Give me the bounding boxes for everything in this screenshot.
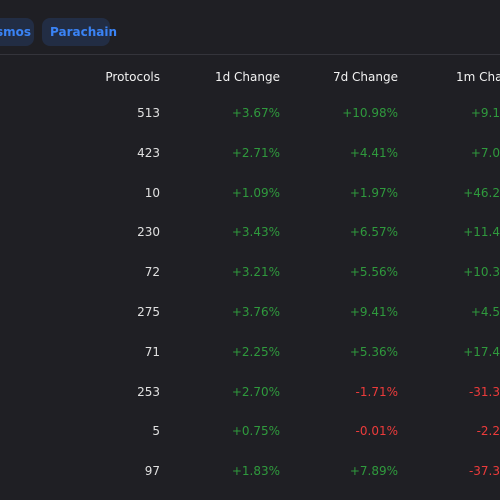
change-value: +2.70% [231,384,280,399]
protocols-count: 513 [137,106,160,120]
protocols-count: 97 [144,464,160,479]
separator [0,54,500,55]
change-value: -37.3 [468,464,500,479]
change-value: +3.43% [231,225,280,240]
change-value: -1.71% [355,384,398,399]
change-value: +4.5 [470,305,500,319]
change-value: +1.83% [231,464,280,479]
column-header[interactable]: 7d Change [332,70,398,84]
change-value: +1.09% [231,185,280,200]
change-value: +10.98% [342,106,398,120]
change-value: +10.3 [463,265,500,280]
filter-tab[interactable]: smos [0,18,34,46]
change-value: +2.25% [231,344,280,359]
change-value: -2.2 [476,424,500,439]
protocols-count: 230 [137,225,160,240]
change-value: +3.76% [231,305,280,319]
column-header[interactable]: 1m Chan [456,70,500,84]
protocols-count: 72 [144,265,160,280]
protocols-count: 5 [152,424,160,439]
change-value: +5.56% [349,265,398,280]
protocols-count: 71 [144,344,160,359]
change-value: +7.89% [349,464,398,479]
change-value: +2.71% [231,145,280,160]
column-header[interactable]: Protocols [105,70,160,84]
change-value: +5.36% [349,344,398,359]
change-value: +0.75% [231,424,280,439]
change-value: +11.4 [463,225,500,240]
filter-tab[interactable]: Parachain [42,18,117,46]
column-header[interactable]: 1d Change [214,70,280,84]
protocols-count: 275 [137,305,160,319]
change-value: +9.1 [470,106,500,120]
change-value: +4.41% [349,145,398,160]
change-value: +1.97% [349,185,398,200]
change-value: -31.3 [468,384,500,399]
change-value: +3.21% [231,265,280,280]
change-value: -0.01% [355,424,398,439]
protocols-count: 423 [137,145,160,160]
change-value: +17.4 [463,344,500,359]
protocols-count: 10 [144,185,160,200]
change-value: +6.57% [349,225,398,240]
protocols-count: 253 [137,384,160,399]
change-value: +46.2 [463,185,500,200]
change-value: +7.0 [470,145,500,160]
change-value: +9.41% [349,305,398,319]
change-value: +3.67% [231,106,280,120]
